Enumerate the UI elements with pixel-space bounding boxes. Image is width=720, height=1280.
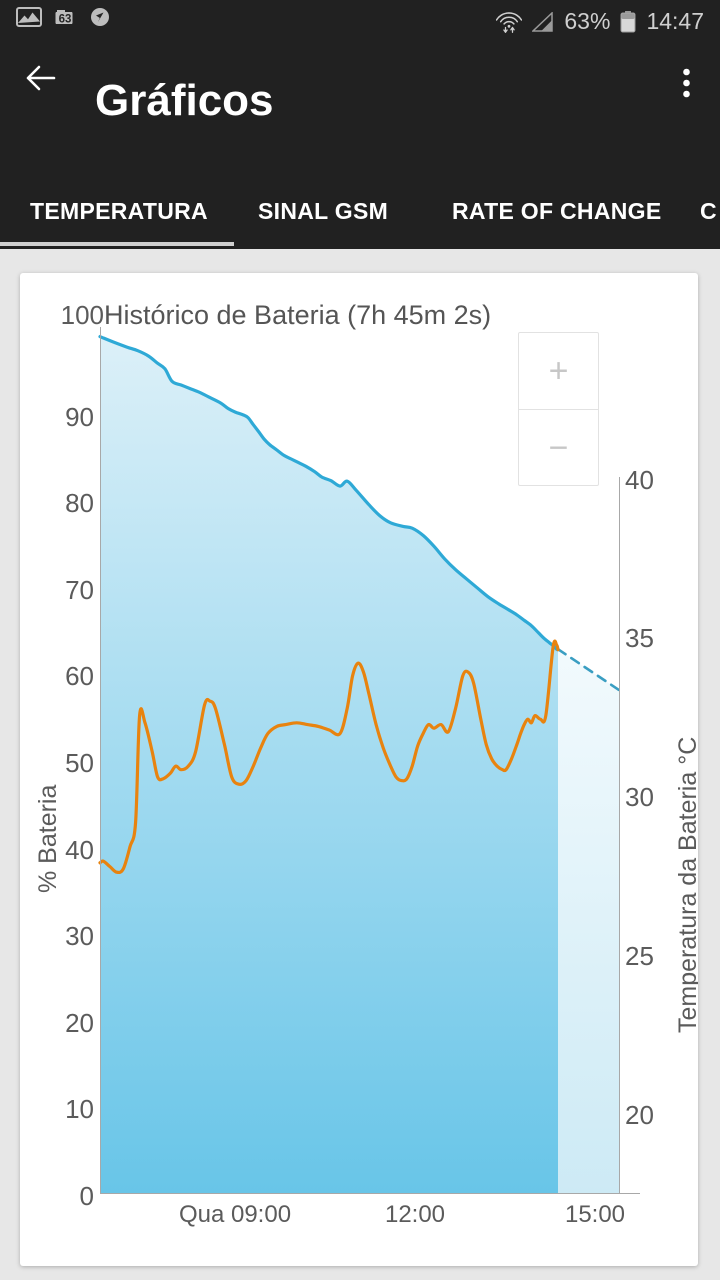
svg-text:63: 63 — [59, 14, 72, 26]
